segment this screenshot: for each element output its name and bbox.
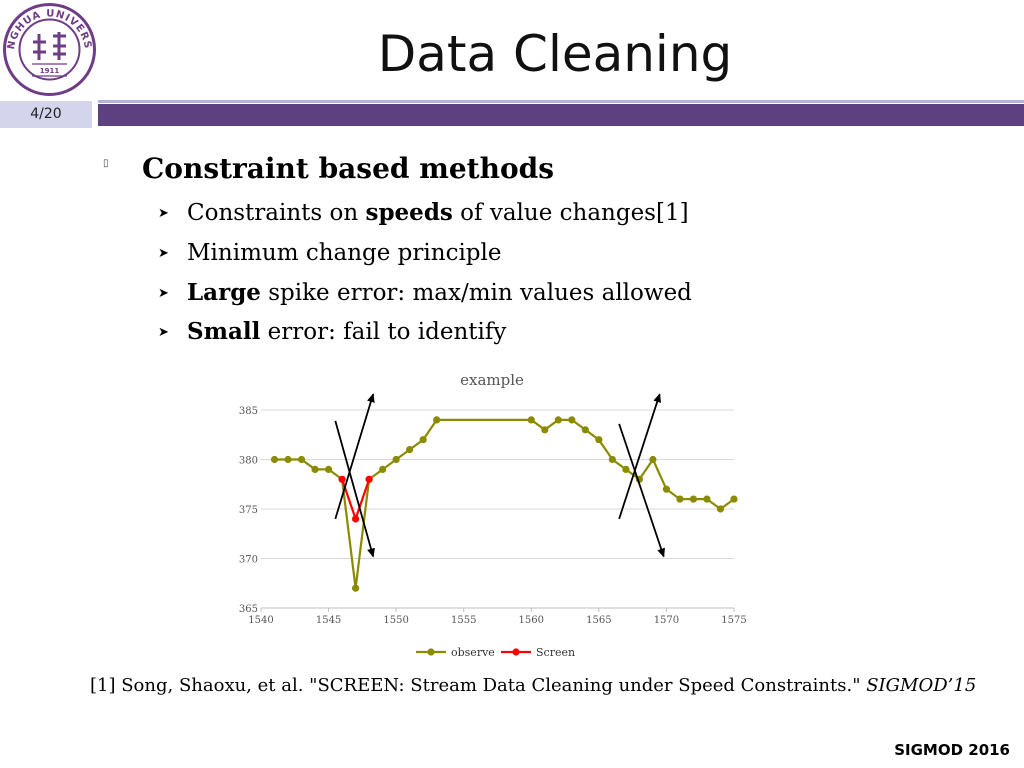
- data-point-observe: [676, 495, 684, 503]
- x-tick-label: 1555: [451, 615, 476, 626]
- data-point-observe: [270, 455, 279, 464]
- annotation-arrow: [618, 393, 662, 520]
- logo-year: 1911: [40, 67, 60, 75]
- bullet-item: ➤ Small error: fail to identify: [158, 317, 506, 348]
- reference-text: [1] Song, Shaoxu, et al. "SCREEN: Stream…: [90, 675, 867, 696]
- series-line-observe: [274, 418, 735, 589]
- x-tick-label: 1540: [248, 615, 273, 626]
- data-point-observe: [297, 455, 306, 464]
- data-point-observe: [622, 465, 630, 473]
- data-point-observe: [541, 426, 549, 434]
- data-point-observe: [419, 436, 427, 444]
- data-point-observe: [392, 455, 400, 464]
- y-tick-label: 365: [239, 604, 258, 615]
- y-tick-label: 385: [239, 406, 258, 417]
- arrow-bullet-icon: ➤: [158, 246, 169, 261]
- data-point-observe: [662, 485, 671, 493]
- bullet-item: ➤ Minimum change principle: [158, 238, 502, 269]
- slide-title: Data Cleaning: [377, 25, 733, 83]
- data-point-screen: [365, 475, 373, 483]
- university-logo: TSINGHUA UNIVERSITY 1911: [2, 2, 96, 96]
- data-point-observe: [689, 495, 698, 503]
- data-point-screen: [352, 515, 360, 523]
- x-tick-label: 1565: [586, 615, 611, 626]
- data-point-observe: [581, 426, 589, 434]
- annotation-arrow: [334, 393, 375, 520]
- data-point-observe: [568, 416, 576, 424]
- data-point-observe: [527, 416, 535, 424]
- header-bar-gap: [92, 101, 98, 128]
- arrow-bullet-icon: ➤: [158, 286, 169, 301]
- data-point-observe: [649, 455, 657, 464]
- legend-label-observe: observe: [451, 646, 495, 659]
- conference-label: SIGMOD 2016: [894, 741, 1010, 759]
- x-tick-label: 1545: [316, 615, 341, 626]
- bullet-item: ➤ Large spike error: max/min values allow…: [158, 278, 692, 309]
- slide-number: 4/20: [0, 101, 92, 128]
- data-point-observe: [716, 505, 725, 513]
- data-point-observe: [608, 455, 616, 464]
- x-tick-label: 1575: [721, 615, 746, 626]
- data-point-observe: [284, 455, 292, 464]
- data-point-observe: [703, 495, 711, 503]
- data-point-screen: [338, 475, 346, 483]
- data-point-observe: [554, 416, 562, 424]
- data-point-observe: [352, 584, 360, 592]
- data-point-observe: [311, 465, 319, 473]
- section-heading: Constraint based methods: [142, 152, 554, 185]
- header-bar: [98, 104, 1024, 126]
- y-tick-label: 370: [239, 555, 258, 566]
- header-bar-line: [98, 100, 1024, 103]
- data-point-observe: [433, 416, 441, 424]
- legend-label-screen: Screen: [536, 646, 575, 659]
- data-point-observe: [324, 465, 333, 473]
- data-point-observe: [406, 446, 414, 454]
- reference-venue: SIGMOD’15: [866, 675, 977, 696]
- annotation-arrow: [334, 420, 375, 558]
- arrow-bullet-icon: ➤: [158, 206, 169, 221]
- x-tick-label: 1550: [383, 615, 408, 626]
- x-tick-label: 1570: [654, 615, 679, 626]
- chart-title: example: [460, 371, 524, 389]
- data-point-observe: [595, 436, 603, 444]
- annotation-arrow: [618, 423, 665, 558]
- data-point-observe: [379, 465, 387, 473]
- reference-citation: [1] Song, Shaoxu, et al. "SCREEN: Stream…: [90, 674, 976, 698]
- bullet-icon: ▯: [103, 158, 109, 169]
- y-tick-label: 380: [239, 456, 258, 467]
- legend-marker-screen: [512, 648, 520, 656]
- legend-marker-observe: [427, 648, 435, 656]
- data-point-observe: [730, 495, 738, 503]
- y-tick-label: 375: [239, 505, 258, 516]
- bullet-item: ➤ Constraints on speeds of value changes[…: [158, 198, 689, 229]
- arrow-bullet-icon: ➤: [158, 325, 169, 340]
- x-tick-label: 1560: [519, 615, 544, 626]
